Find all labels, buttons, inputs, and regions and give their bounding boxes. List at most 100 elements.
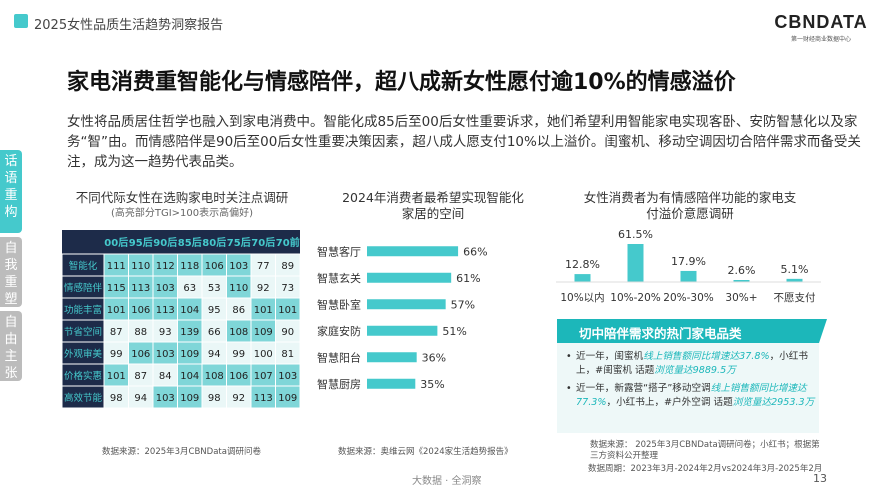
vbar-value-label: 17.9% (671, 255, 706, 268)
heatmap-cell-value: 86 (232, 305, 245, 316)
side-tab-3[interactable]: 自由主张 (0, 311, 22, 381)
heatmap-cell-value: 104 (180, 371, 199, 382)
heatmap-cell-value: 113 (156, 305, 175, 316)
hbar-bar (367, 352, 417, 363)
heatmap-col-header: 75后 (227, 236, 251, 249)
heatmap-col-header-bg (128, 230, 153, 254)
heatmap-row-header: 功能丰富 (64, 304, 102, 316)
heatmap-col-header-bg (251, 230, 276, 254)
callout-item-1-a: 近一年，闺蜜机 (576, 351, 644, 362)
heatmap-subtitle: (高亮部分TGI>100表示高偏好) (110, 208, 254, 219)
heatmap-cell-value: 109 (180, 349, 199, 360)
side-tab-3-label: 自由主张 (4, 315, 18, 381)
heatmap-cell-value: 118 (180, 261, 199, 272)
heatmap-source: 数据来源：2025年3月CBNData调研问卷 (102, 447, 261, 457)
vbar-value-label: 2.6% (728, 264, 756, 277)
heatmap-cell-value: 53 (208, 283, 221, 294)
heatmap-col-header: 00后 (104, 236, 128, 249)
heatmap-row-header: 智能化 (69, 260, 98, 272)
premium-title-line1: 女性消费者为有情感陪伴功能的家电支 (583, 190, 797, 205)
heatmap-cell-value: 106 (205, 261, 224, 272)
heatmap-row-header: 外观审美 (64, 348, 103, 360)
premium-bar-chart: 12.8% 10%以内 61.5% 10%-20% 17.9% 20%-30% 2.6% 30… (556, 228, 821, 304)
heatmap-col-header-bg (226, 230, 251, 254)
callout-item-2-a: 近一年，新露营“搭子”移动空调 (576, 383, 711, 394)
side-tab-2[interactable]: 自我重塑 (0, 237, 22, 307)
page-title: 家电消费重智能化与情感陪伴，超八成新女性愿付逾10%的情感溢价 (67, 70, 736, 95)
heatmap-cell-value: 93 (159, 327, 172, 338)
callout-body: 近一年，闺蜜机线上销售额同比增速达37.8%，小红书上，#闺蜜机 话题浏览量达9… (566, 350, 816, 414)
heatmap-cell-value: 77 (257, 261, 270, 272)
heatmap-cell-value: 112 (156, 261, 175, 272)
heatmap-cell-value: 103 (156, 283, 175, 294)
heatmap-col-header-bg (153, 230, 178, 254)
footer-slogan: 大数据 · 全洞察 (412, 476, 482, 487)
header-accent-mark (14, 14, 28, 28)
heatmap-cell-value: 107 (254, 371, 273, 382)
premium-title-line2: 付溢价意愿调研 (646, 206, 734, 221)
callout-item-2-c: ，小红书上，#户外空调 话题 (606, 397, 733, 408)
side-tab-nav: 话语重构 自我重塑 自由主张 (0, 150, 22, 385)
vbar-value-label: 5.1% (781, 263, 809, 276)
side-tab-1[interactable]: 话语重构 (0, 150, 22, 233)
heatmap-cell-value: 101 (278, 305, 297, 316)
heatmap-cell-value: 103 (156, 393, 175, 404)
heatmap-cell-value: 63 (183, 283, 196, 294)
report-title: 2025女性品质生活趋势洞察报告 (34, 18, 224, 33)
heatmap-cell-value: 115 (107, 283, 126, 294)
heatmap-cell-value: 139 (180, 327, 199, 338)
smart-space-title-line1: 2024年消费者最希望实现智能化 (342, 190, 524, 205)
heatmap-col-header: 95后 (129, 236, 153, 249)
heatmap-cell-value: 110 (229, 283, 248, 294)
hbar-category-label: 智慧卧室 (317, 297, 361, 311)
smart-space-source: 数据来源：奥维云网《2024家生活趋势报告》 (338, 447, 513, 457)
vbar-bar (574, 274, 591, 282)
heatmap-title: 不同代际女性在选购家电时关注点调研 (75, 190, 289, 205)
heatmap-cell-value: 106 (131, 305, 150, 316)
heatmap-cell-value: 66 (208, 327, 221, 338)
callout-item-2-d: 浏览量达2953.3万 (732, 397, 815, 408)
heatmap-cell-value: 103 (278, 371, 297, 382)
heatmap-cell-value: 92 (232, 393, 245, 404)
cbndata-logo: CBNDATA 第一财经商业数据中心 (771, 12, 871, 43)
heatmap-cell-value: 108 (229, 327, 248, 338)
hbar-value-label: 61% (456, 272, 480, 285)
premium-source-line1: 数据来源： 2025年3月CBNData调研问卷；小红书；根据第三方资料公开整理 (590, 440, 820, 461)
heatmap-col-header: 70后 (251, 236, 275, 249)
heatmap-cell-value: 103 (156, 349, 175, 360)
heatmap-cell-value: 84 (159, 371, 172, 382)
heatmap-cell-value: 101 (107, 305, 126, 316)
heatmap-cell-value: 109 (180, 393, 199, 404)
callout-item-2-b: 线上销售额同比增速达77.3% (576, 383, 807, 408)
heatmap-cell-value: 90 (281, 327, 294, 338)
vbar-bar (786, 278, 803, 282)
heatmap-col-header: 70前 (276, 236, 300, 249)
heatmap-col-header-bg (202, 230, 227, 254)
vbar-category-label: 不愿支付 (774, 291, 816, 304)
heatmap-cell-value: 87 (134, 371, 147, 382)
heatmap-cell-value: 95 (208, 305, 221, 316)
heatmap-row-header: 情感陪伴 (64, 282, 103, 294)
hbar-category-label: 家庭安防 (317, 324, 361, 338)
intro-paragraph: 女性将品质居住哲学也融入到家电消费中。智能化成85后至00后女性重要诉求，她们希… (67, 114, 861, 170)
premium-source-line2: 数据周期：2023年3月-2024年2月vs2024年3月-2025年2月 (588, 464, 823, 474)
heatmap-cell-value: 106 (131, 349, 150, 360)
hbar-bar (367, 246, 459, 257)
heatmap-cell-value: 99 (110, 349, 123, 360)
heatmap-row-header: 高效节能 (64, 392, 103, 404)
hbar-bar (367, 325, 438, 336)
hbar-category-label: 智慧阳台 (317, 350, 361, 364)
heatmap-col-header-bg (177, 230, 202, 254)
heatmap-cell-value: 104 (180, 305, 199, 316)
smart-space-bar-chart: 智慧客厅 66% 智慧玄关 61% 智慧卧室 57% 家庭安防 51% 智慧阳台 36% 智慧厨房 3… (317, 244, 488, 391)
hbar-value-label: 51% (442, 325, 466, 338)
page-number: 13 (813, 472, 827, 485)
callout-title: 切中陪伴需求的热门家电品类 (557, 319, 827, 343)
heatmap-cell-value: 101 (254, 305, 273, 316)
heatmap-cell-value: 100 (254, 349, 273, 360)
hbar-bar (367, 272, 452, 283)
vbar-bar (680, 270, 697, 282)
heatmap-col-header: 90后 (153, 236, 177, 249)
hbar-value-label: 66% (463, 245, 487, 258)
